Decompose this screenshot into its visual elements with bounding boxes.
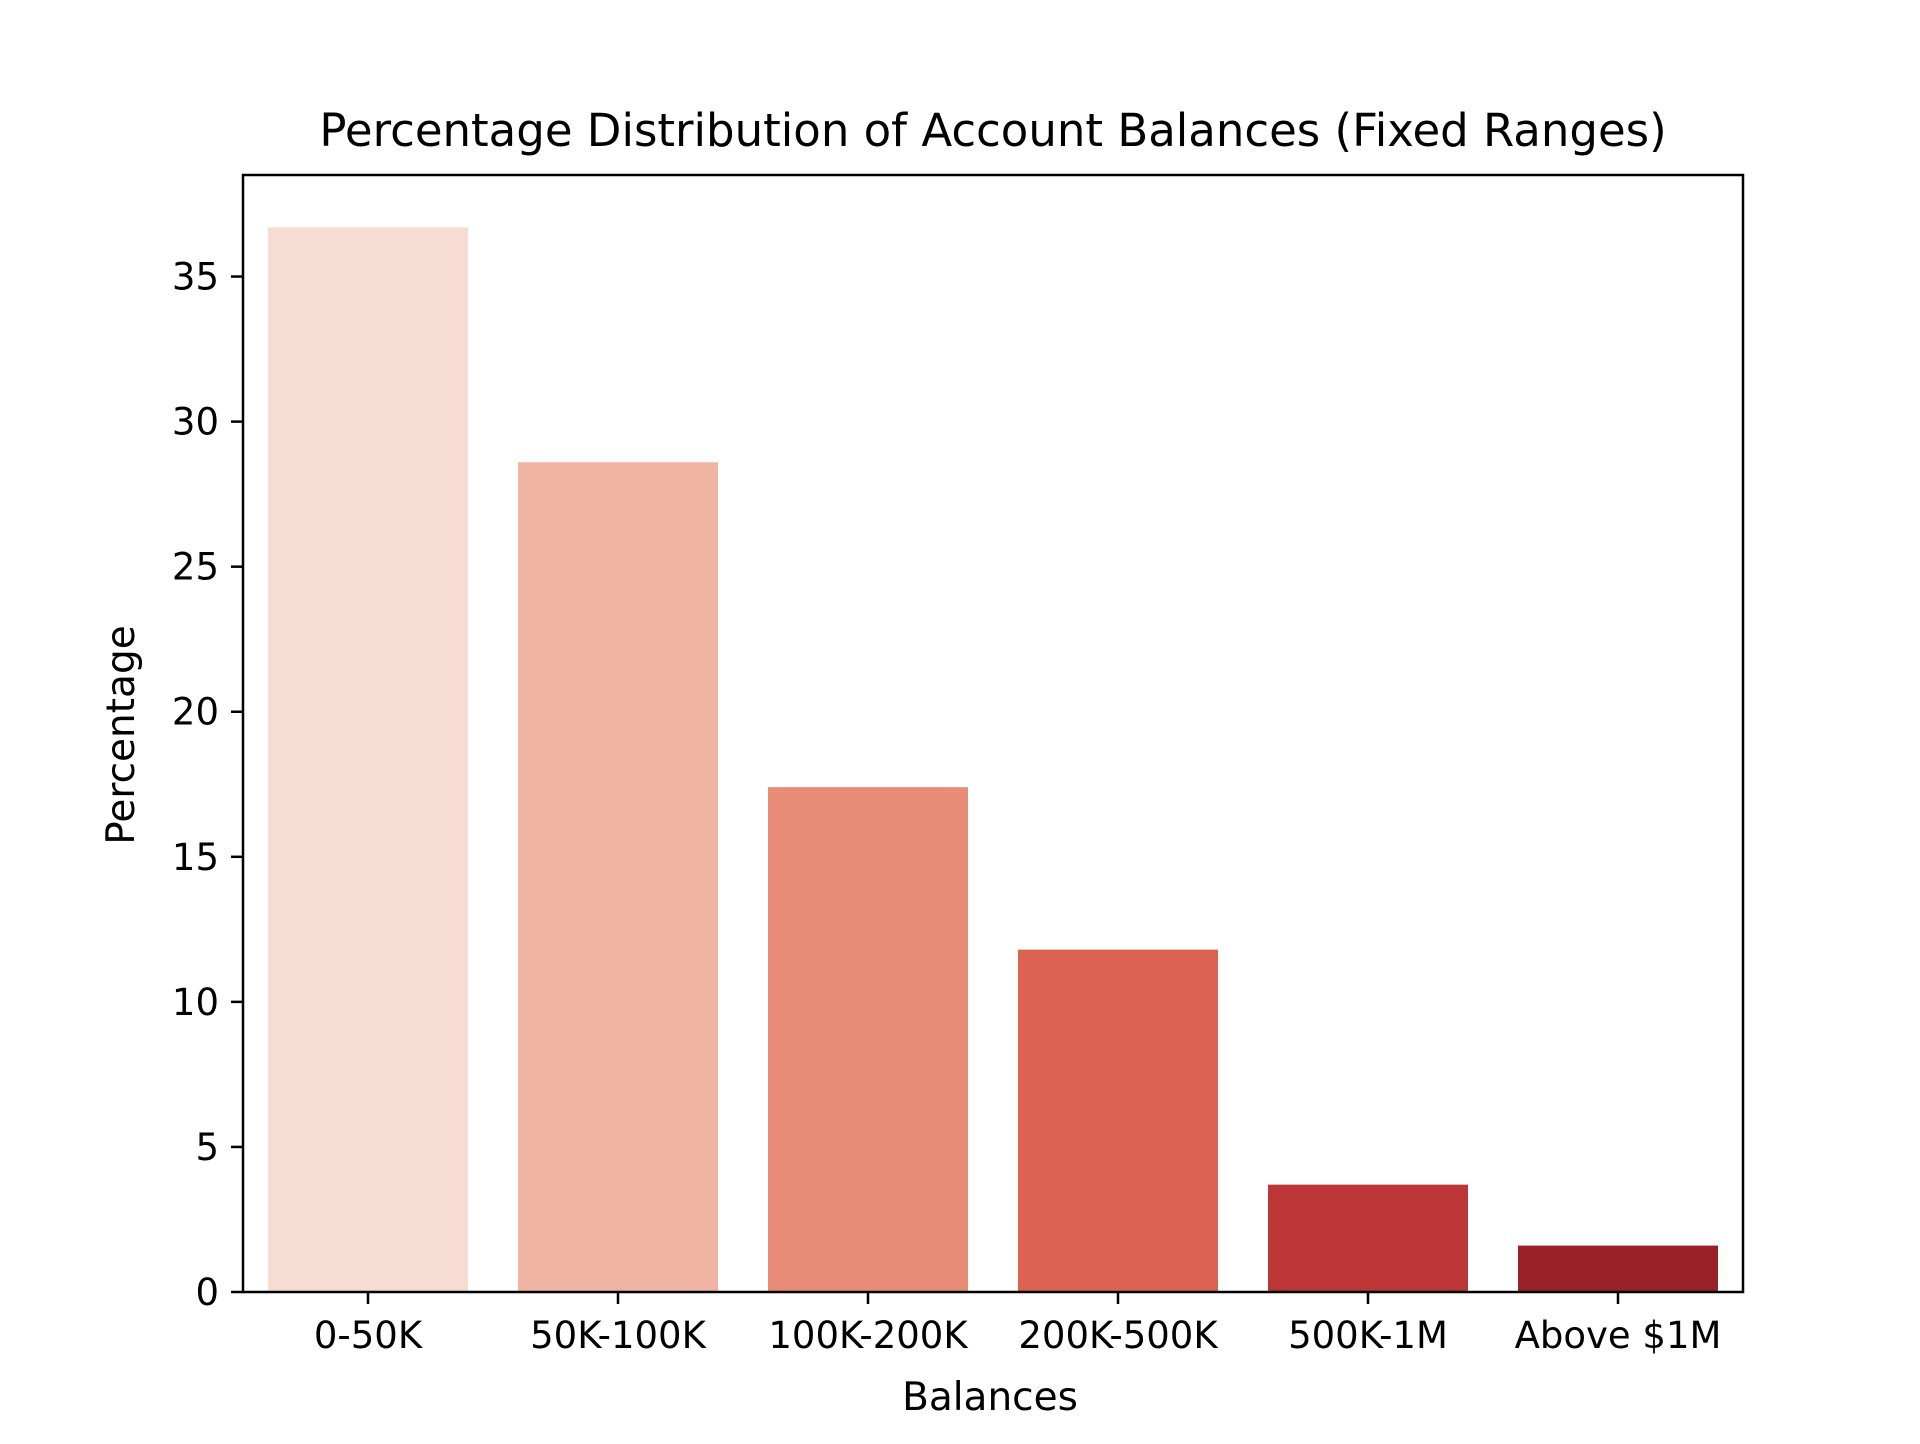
x-tick-label: 100K-200K [768,1314,969,1357]
x-tick-label: Above $1M [1515,1314,1722,1357]
x-tick-label: 0-50K [314,1314,424,1357]
bar-50k-100k [518,462,718,1292]
y-tick-label: 20 [172,691,219,734]
x-tick-label: 200K-500K [1018,1314,1219,1357]
bar-500k-1m [1268,1184,1468,1292]
y-tick-label: 25 [172,546,219,589]
x-tick-label: 50K-100K [530,1314,707,1357]
y-tick-label: 0 [195,1271,219,1314]
y-tick-label: 35 [172,256,219,299]
bars-group [268,227,1718,1292]
y-axis-label: Percentage [99,625,144,844]
bar-100k-200k [768,787,968,1292]
bar-0-50k [268,227,468,1292]
y-tick-label: 10 [172,981,219,1024]
x-axis: 0-50K 50K-100K 100K-200K 200K-500K 500K-1M Ab… [314,1292,1722,1357]
bar-200k-500k [1018,949,1218,1292]
bar-above-1m [1518,1245,1718,1292]
x-axis-label: Balances [902,1375,1078,1420]
chart-title: Percentage Distribution of Account Balan… [319,104,1666,157]
x-tick-label: 500K-1M [1288,1314,1448,1357]
y-tick-label: 5 [195,1126,219,1169]
plot-frame [241,173,1745,1294]
y-tick-label: 15 [172,836,219,879]
y-tick-label: 30 [172,401,219,444]
y-axis: 0 5 10 15 20 25 30 35 [172,256,243,1314]
